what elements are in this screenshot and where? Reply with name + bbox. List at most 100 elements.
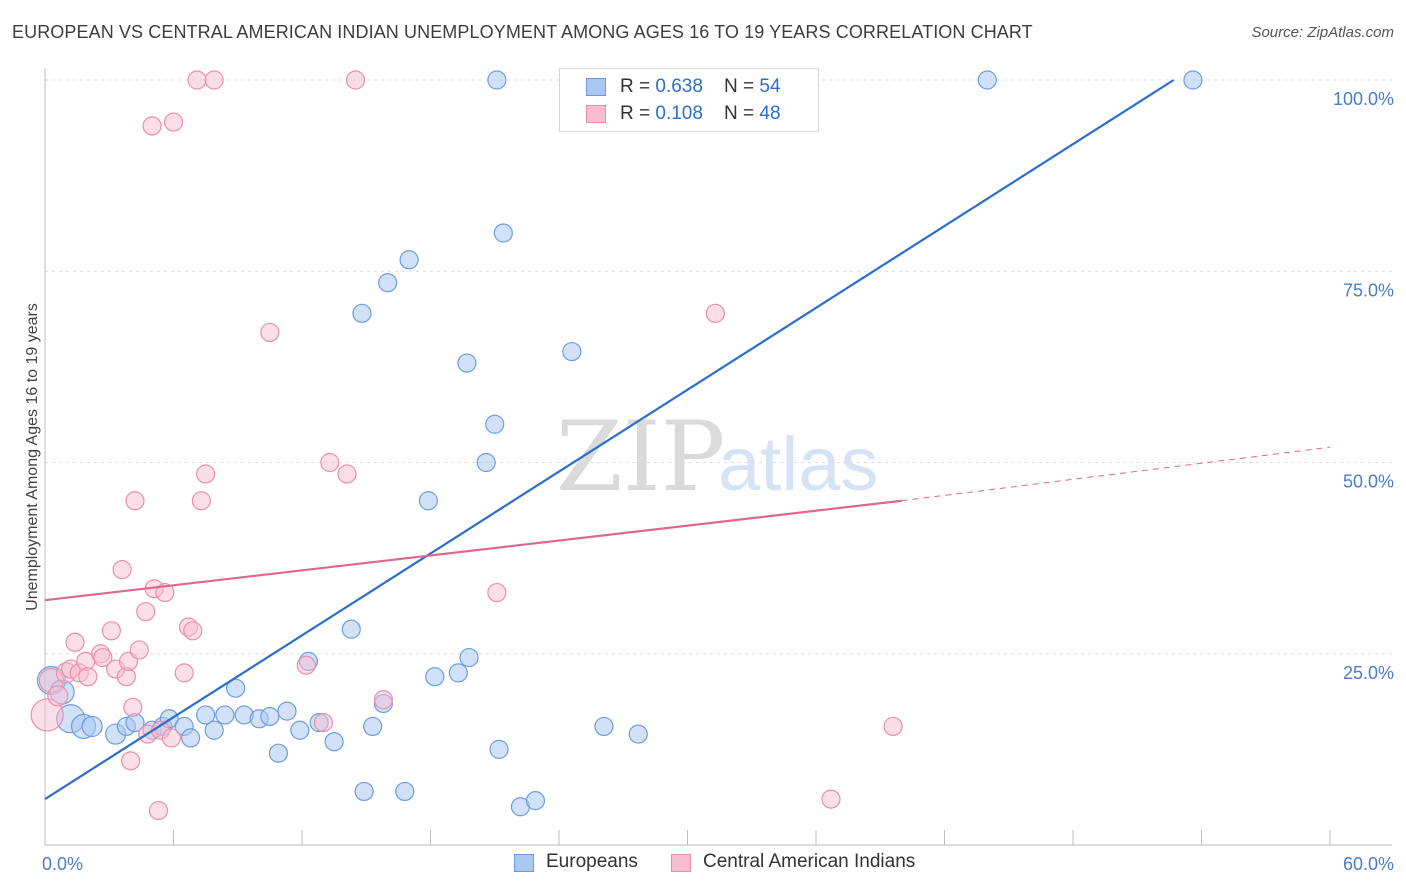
central-american-point [30,698,64,732]
central-american-point [821,789,841,809]
central-american-point [174,663,194,683]
central-american-point [320,452,340,473]
y-tick-label: 100.0% [1333,89,1394,109]
central-american-point [345,70,366,90]
gridlines [45,79,1392,655]
legend-r-label: R = [620,76,656,97]
central-legend-swatch [671,854,691,872]
central-american-point [204,70,224,90]
trendlines [44,79,1331,801]
central-american-point [296,655,316,675]
europeans-point [448,663,468,683]
europeans-point [181,728,201,748]
europeans-legend-swatch [514,854,534,872]
central-american-point [148,800,169,821]
europeans-point [493,223,513,243]
europeans-point [457,353,477,373]
x-tick-label: 0.0% [42,854,83,874]
central-american-point [65,632,85,652]
chart-title: EUROPEAN VS CENTRAL AMERICAN INDIAN UNEM… [12,22,1033,42]
central-american-point [313,712,334,733]
europeans-point [204,720,224,740]
central-american-point [187,70,207,90]
central-american-trendline-extension [901,446,1331,502]
legend-n-value: 54 [759,76,781,97]
central-american-point [125,491,145,511]
watermark: ZIP atlas [556,401,879,513]
central-american-point [112,559,132,580]
central-american-point [136,602,156,622]
y-tick-label: 50.0% [1343,472,1394,492]
central-american-point [142,116,162,136]
y-tick-label: 25.0% [1343,663,1394,683]
europeans-point [977,70,997,90]
europeans-point [487,70,507,90]
europeans-point [324,732,344,752]
y-axis-label: Unemployment Among Ages 16 to 19 years [24,303,41,611]
legend-r-value: 0.108 [655,103,703,124]
central-american-point [337,464,357,484]
central-american-point [487,582,507,603]
central-american-point [161,728,181,748]
europeans-point [562,341,582,362]
central-american-points [30,70,903,821]
legend-n-label: N = [724,76,760,97]
europeans-legend-label: Europeans [546,851,638,872]
central-american-point [129,640,149,660]
central-american-point [78,667,98,687]
europeans-point [485,414,505,434]
europeans-point [525,791,546,811]
europeans-point [215,705,235,725]
europeans-point [196,705,216,725]
europeans-point [399,250,419,270]
europeans-point [290,720,310,740]
europeans-swatch [586,78,606,96]
central-american-point [705,303,725,323]
central-american-point [123,697,143,717]
europeans-trendline [44,79,1175,801]
central-american-point [93,647,113,668]
central-american-point [260,322,280,343]
correlation-legend: R = 0.638 N = 54 R = 0.108 N = 48 [559,68,819,132]
europeans-point [378,273,398,293]
legend-r-value: 0.638 [655,76,703,97]
central-american-point [183,621,203,641]
central-american-trendline [44,499,902,602]
europeans-point [352,303,372,323]
central-american-point [191,491,211,511]
europeans-point [260,706,280,727]
central-american-point [121,751,141,771]
central-swatch [586,105,606,123]
europeans-point [354,781,374,802]
europeans-point [459,647,479,668]
europeans-point [277,701,297,721]
central-legend-label: Central American Indians [703,851,916,872]
europeans-point [226,678,246,698]
central-american-point [163,112,184,132]
central-american-point [155,582,175,603]
europeans-point [418,491,438,511]
europeans-point [425,667,445,687]
central-american-point [373,690,393,710]
ticks: 25.0% 50.0% 75.0% 100.0% 0.0% 60.0% [42,89,1394,874]
central-american-point [101,621,121,641]
central-american-point [47,685,69,707]
europeans-point [268,743,289,763]
europeans-point [341,619,361,639]
central-american-point [883,716,903,737]
europeans-point [594,716,614,737]
europeans-point [81,715,103,738]
europeans-point [628,724,648,744]
y-tick-label: 75.0% [1343,280,1394,300]
x-tick-label: 60.0% [1343,854,1394,874]
watermark-atlas: atlas [718,422,879,507]
legend-n-value: 48 [759,103,781,124]
central-american-point [196,464,216,484]
europeans-point [1183,70,1203,90]
chart-source: Source: ZipAtlas.com [1251,24,1394,41]
legend-n-label: N = [724,103,760,124]
europeans-point [395,781,415,802]
europeans-point [363,716,383,737]
legend-r-label: R = [620,103,656,124]
